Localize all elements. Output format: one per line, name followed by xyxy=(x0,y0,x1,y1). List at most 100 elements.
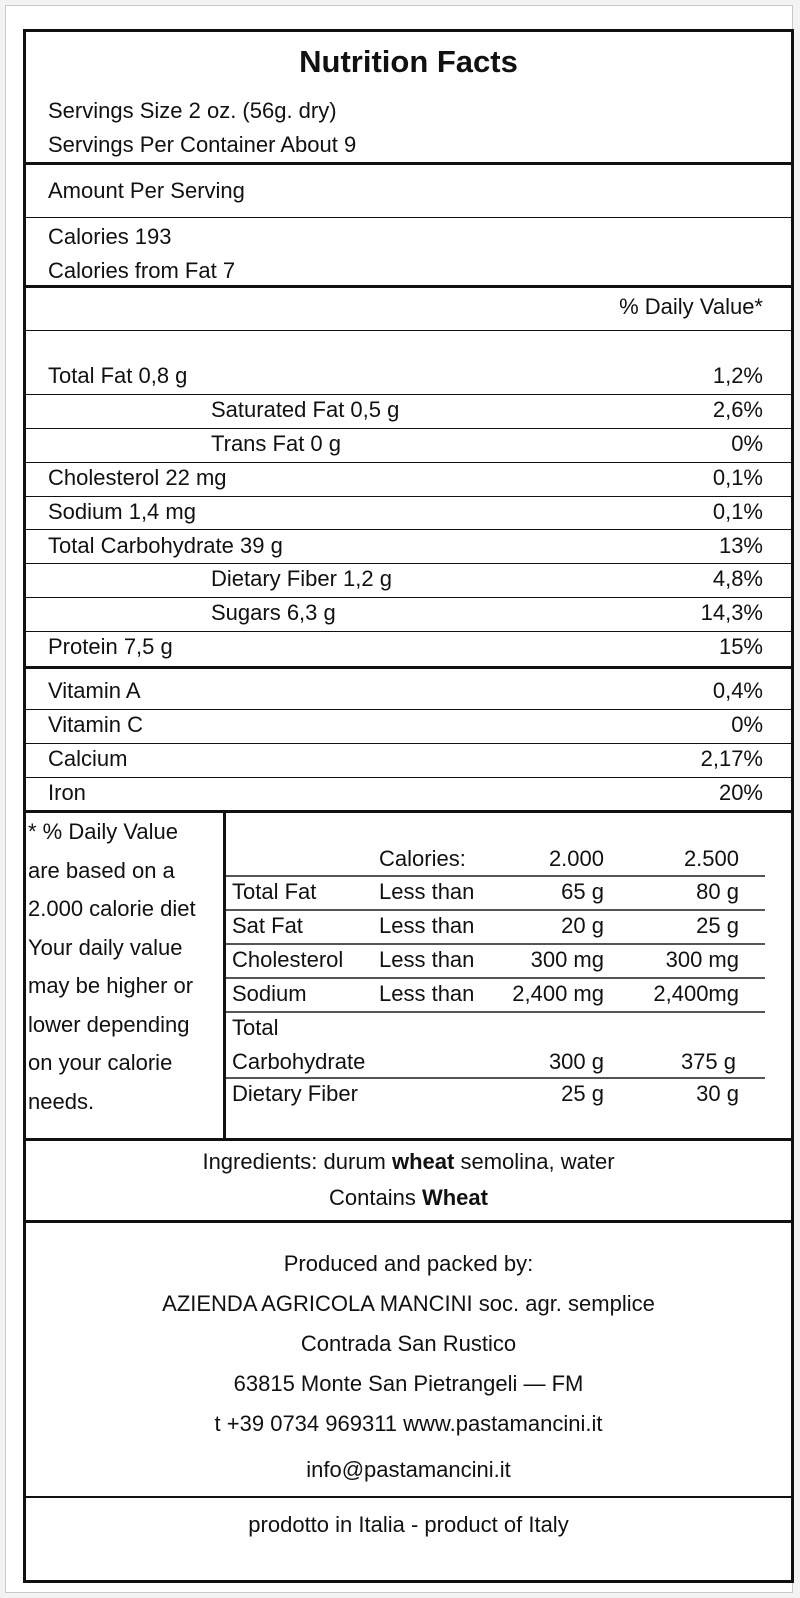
vitamin-daily-value: 20% xyxy=(718,779,763,805)
ref-divider xyxy=(226,977,765,979)
nutrient-label: Sugars 6,3 g xyxy=(211,600,336,626)
ref-divider xyxy=(226,909,765,911)
ref-value-2500: 375 g xyxy=(680,1049,736,1074)
nutrient-daily-value: 0% xyxy=(731,430,763,456)
reference-section: * % Daily Value are based on a 2.000 calor… xyxy=(26,813,791,1138)
reference-table: Calories: 2.000 2.500 Total Fat Less than 65 … xyxy=(226,813,791,1138)
nutrient-row: Total Fat 0,8 g 1,2% xyxy=(26,361,791,395)
ref-nutrient-name: Carbohydrate xyxy=(232,1049,366,1074)
nutrient-label: Sodium 1,4 mg xyxy=(48,498,196,524)
ref-nutrient-name: Dietary Fiber xyxy=(232,1081,358,1106)
vitamin-label: Vitamin C xyxy=(48,711,143,737)
vitamin-row: Calcium 2,17% xyxy=(26,744,791,778)
nutrient-row: Sodium 1,4 mg 0,1% xyxy=(26,497,791,531)
vitamin-row: Iron 20% xyxy=(26,778,791,812)
ref-value-2500: 30 g xyxy=(696,1081,739,1106)
nutrient-label: Dietary Fiber 1,2 g xyxy=(211,566,392,592)
vitamin-label: Calcium xyxy=(48,745,128,771)
nutrient-label: Cholesterol 22 mg xyxy=(48,464,227,490)
ref-col2-header: 2.500 xyxy=(683,846,739,871)
footnote-line: may be higher or xyxy=(28,973,194,998)
producer-heading: Produced and packed by: xyxy=(283,1251,534,1276)
nutrient-row: Sugars 6,3 g 14,3% xyxy=(26,598,791,633)
ingredients: Ingredients: durum wheat semolina, water xyxy=(202,1149,615,1174)
page-frame: Nutrition Facts Servings Size 2 oz. (56g… xyxy=(5,5,794,1593)
vitamin-label: Iron xyxy=(48,779,86,805)
ref-condition: Less than xyxy=(379,947,475,972)
nutrient-daily-value: 0,1% xyxy=(712,498,763,524)
ref-nutrient-name: Total xyxy=(232,1015,279,1040)
country-of-origin: prodotto in Italia - product of Italy xyxy=(248,1512,569,1537)
vitamin-daily-value: 2,17% xyxy=(700,745,763,771)
ref-value-2000: 25 g xyxy=(561,1081,604,1106)
nutrient-daily-value: 15% xyxy=(718,634,763,660)
allergen-statement: Contains Wheat xyxy=(329,1185,488,1210)
footnote-line: 2.000 calorie diet xyxy=(28,896,196,921)
ref-nutrient-name: Total Fat xyxy=(232,879,317,904)
nutrition-label: Nutrition Facts Servings Size 2 oz. (56g… xyxy=(23,29,794,1583)
nutrient-label: Total Fat 0,8 g xyxy=(48,363,188,388)
calories-section: Calories 193 Calories from Fat 7 xyxy=(26,218,791,288)
producer-address-line2: 63815 Monte San Pietrangeli — FM xyxy=(233,1371,584,1396)
ref-value-2000: 300 g xyxy=(548,1049,604,1074)
ref-condition: Less than xyxy=(379,981,475,1006)
ref-divider xyxy=(226,943,765,945)
producer-email: info@pastamancini.it xyxy=(306,1457,511,1482)
ref-value-2500: 25 g xyxy=(696,913,739,938)
nutrient-daily-value: 4,8% xyxy=(712,566,763,592)
nutrient-label: Saturated Fat 0,5 g xyxy=(211,396,400,422)
nutrient-daily-value: 14,3% xyxy=(700,600,763,626)
footnote: * % Daily Value are based on a 2.000 calor… xyxy=(26,813,226,1138)
serving-size: Servings Size 2 oz. (56g. dry) xyxy=(48,98,337,123)
producer-contact: t +39 0734 969311 www.pastamancini.it xyxy=(214,1411,603,1436)
producer-company: AZIENDA AGRICOLA MANCINI soc. agr. sempl… xyxy=(162,1291,655,1316)
nutrient-daily-value: 1,2% xyxy=(712,363,763,388)
ref-divider xyxy=(226,875,765,877)
nutrient-row: Saturated Fat 0,5 g 2,6% xyxy=(26,395,791,429)
footnote-line: * % Daily Value xyxy=(28,819,178,844)
nutrient-label: Trans Fat 0 g xyxy=(211,430,342,456)
footnote-line: Your daily value xyxy=(28,934,183,960)
nutrient-label: Protein 7,5 g xyxy=(48,634,173,660)
ref-col1-header: 2.000 xyxy=(548,846,604,871)
footnote-line: on your calorie xyxy=(28,1050,173,1075)
nutrient-daily-value: 0,1% xyxy=(712,464,763,490)
calories: Calories 193 xyxy=(48,224,172,249)
daily-value-label: % Daily Value* xyxy=(619,294,763,319)
ref-value-2000: 2,400 mg xyxy=(512,981,604,1006)
ref-value-2500: 80 g xyxy=(696,879,739,904)
nutrient-row: Trans Fat 0 g 0% xyxy=(26,429,791,463)
ref-value-2500: 2,400mg xyxy=(653,981,739,1006)
origin-section: prodotto in Italia - product of Italy xyxy=(26,1498,791,1558)
ingredients-section: Ingredients: durum wheat semolina, water… xyxy=(26,1141,791,1221)
nutrient-row: Cholesterol 22 mg 0,1% xyxy=(26,463,791,497)
ref-nutrient-name: Cholesterol xyxy=(232,947,344,972)
nutrient-row: Protein 7,5 g 15% xyxy=(26,632,791,666)
nutrient-daily-value: 2,6% xyxy=(712,396,763,422)
ref-value-2000: 300 mg xyxy=(530,947,604,972)
header-section: Nutrition Facts Servings Size 2 oz. (56g… xyxy=(26,32,791,167)
ref-calories-label: Calories: xyxy=(379,846,466,871)
nutrient-row: Dietary Fiber 1,2 g 4,8% xyxy=(26,564,791,599)
calories-from-fat: Calories from Fat 7 xyxy=(48,258,236,283)
ref-divider xyxy=(226,1077,765,1079)
ref-condition: Less than xyxy=(379,879,475,904)
footnote-line: lower depending xyxy=(28,1011,190,1037)
amount-per-serving-row: Amount Per Serving xyxy=(26,165,791,218)
footnote-line: are based on a xyxy=(28,857,175,883)
amount-per-serving: Amount Per Serving xyxy=(48,178,245,203)
ref-condition: Less than xyxy=(379,913,475,938)
ref-value-2000: 65 g xyxy=(561,879,604,904)
vitamin-row: Vitamin A 0,4% xyxy=(26,676,791,710)
servings-per-container: Servings Per Container About 9 xyxy=(48,132,357,157)
producer-address-line1: Contrada San Rustico xyxy=(300,1331,517,1356)
vitamin-row: Vitamin C 0% xyxy=(26,710,791,744)
vitamin-label: Vitamin A xyxy=(48,678,141,703)
ref-value-2500: 300 mg xyxy=(665,947,739,972)
vitamin-daily-value: 0,4% xyxy=(712,678,763,703)
vitamin-daily-value: 0% xyxy=(731,711,763,737)
ref-nutrient-name: Sat Fat xyxy=(232,913,303,938)
ref-divider xyxy=(226,1011,765,1013)
nutrient-daily-value: 13% xyxy=(718,532,763,558)
producer-section: Produced and packed by: AZIENDA AGRICOLA… xyxy=(26,1223,791,1493)
